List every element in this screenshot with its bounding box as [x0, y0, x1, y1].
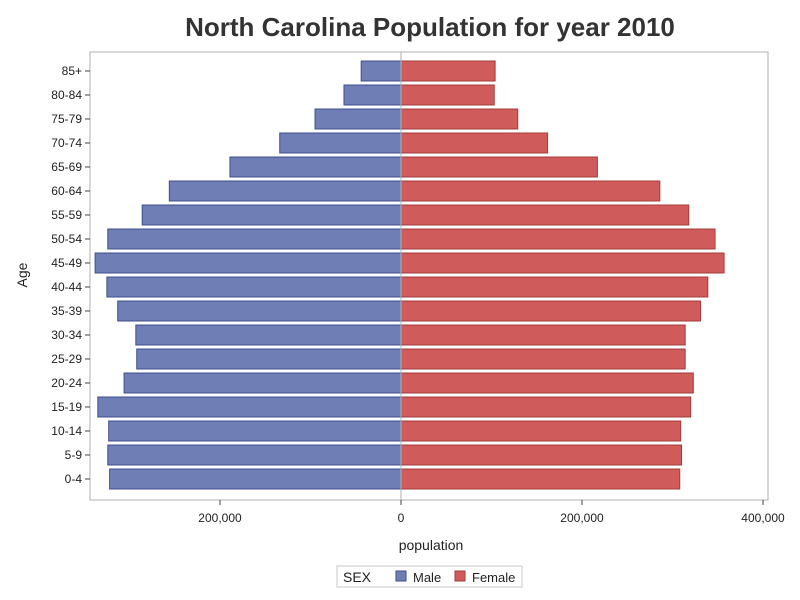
bar-female-85+ [400, 60, 496, 82]
bar-female-50-54 [400, 228, 716, 250]
y-tick-label: 85+ [62, 64, 82, 78]
bar-male-65-69 [229, 156, 402, 178]
bar-female-35-39 [400, 300, 702, 322]
y-tick-label: 70-74 [51, 136, 82, 150]
bar-female-5-9 [400, 444, 683, 466]
bar-female-30-34 [400, 324, 686, 346]
y-tick-label: 55-59 [51, 208, 82, 222]
bar-female-80-84 [400, 84, 495, 106]
y-tick-label: 75-79 [51, 112, 82, 126]
x-tick-label: 200,000 [560, 511, 604, 525]
y-tick-label: 35-39 [51, 304, 82, 318]
bar-male-80-84 [343, 84, 402, 106]
legend-swatch-female [454, 570, 466, 582]
bar-male-30-34 [135, 324, 402, 346]
y-tick-label: 0-4 [65, 472, 83, 486]
x-tick-label: 400,000 [741, 511, 785, 525]
bar-female-60-64 [400, 180, 661, 202]
legend-label-female: Female [472, 570, 515, 585]
bar-female-0-4 [400, 468, 681, 490]
bar-male-5-9 [107, 444, 402, 466]
bar-female-55-59 [400, 204, 690, 226]
bar-male-0-4 [109, 468, 402, 490]
bar-male-35-39 [117, 300, 402, 322]
y-tick-label: 65-69 [51, 160, 82, 174]
y-tick-label: 5-9 [65, 448, 83, 462]
bar-female-15-19 [400, 396, 692, 418]
y-tick-label: 10-14 [51, 424, 82, 438]
bar-male-75-79 [314, 108, 402, 130]
y-tick-label: 50-54 [51, 232, 82, 246]
bar-female-70-74 [400, 132, 549, 154]
bar-male-70-74 [279, 132, 402, 154]
bar-male-85+ [360, 60, 402, 82]
x-axis-label: population [399, 537, 464, 553]
y-tick-label: 25-29 [51, 352, 82, 366]
bar-female-25-29 [400, 348, 686, 370]
legend-title: SEX [343, 569, 372, 585]
y-tick-label: 40-44 [51, 280, 82, 294]
bar-male-40-44 [106, 276, 402, 298]
x-tick-label: 200,000 [198, 511, 242, 525]
bar-male-50-54 [107, 228, 402, 250]
bar-female-65-69 [400, 156, 598, 178]
y-tick-label: 15-19 [51, 400, 82, 414]
y-tick-label: 60-64 [51, 184, 82, 198]
bar-male-15-19 [97, 396, 402, 418]
bar-female-20-24 [400, 372, 694, 394]
bar-male-45-49 [94, 252, 402, 274]
bar-female-10-14 [400, 420, 682, 442]
y-tick-label: 20-24 [51, 376, 82, 390]
bar-male-25-29 [136, 348, 402, 370]
bar-male-60-64 [168, 180, 402, 202]
legend-label-male: Male [413, 570, 441, 585]
chart-title: North Carolina Population for year 2010 [185, 12, 675, 42]
legend-swatch-male [395, 570, 407, 582]
y-axis-label: Age [14, 262, 30, 287]
bar-female-40-44 [400, 276, 709, 298]
y-tick-label: 30-34 [51, 328, 82, 342]
bar-female-45-49 [400, 252, 725, 274]
bar-female-75-79 [400, 108, 519, 130]
y-tick-label: 45-49 [51, 256, 82, 270]
plot-frame [89, 51, 769, 501]
y-tick-label: 80-84 [51, 88, 82, 102]
bar-male-55-59 [141, 204, 402, 226]
x-tick-label: 0 [398, 511, 405, 525]
bar-male-10-14 [108, 420, 402, 442]
bar-male-20-24 [123, 372, 402, 394]
legend: SEX Male Female [336, 565, 523, 588]
